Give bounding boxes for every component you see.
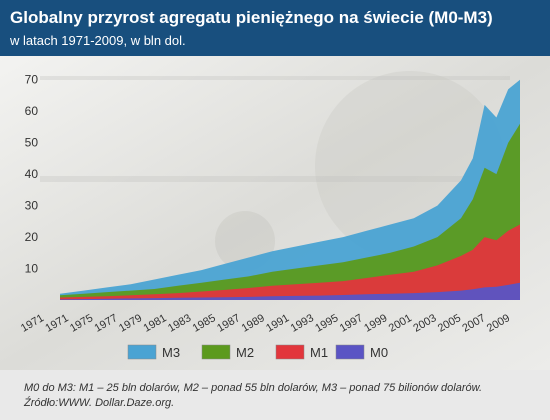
chart-legend: M3 M2 M1 M0 [0, 336, 550, 370]
legend-label-m1: M1 [310, 345, 328, 360]
legend-swatch-m0 [335, 344, 365, 360]
source-note: Źródło:WWW. Dollar.Daze.org. [24, 397, 175, 409]
footnote: M0 do M3: M1 – 25 bln dolarów, M2 – pona… [24, 382, 483, 394]
legend-item-m1: M1 [275, 344, 328, 360]
legend-swatch-m3 [127, 344, 157, 360]
y-tick-label: 20 [25, 230, 39, 244]
legend-swatch-m2 [201, 344, 231, 360]
header: Globalny przyrost agregatu pieniężnego n… [0, 0, 550, 56]
y-tick-label: 70 [25, 73, 39, 87]
y-tick-label: 30 [25, 199, 39, 213]
chart-title: Globalny przyrost agregatu pieniężnego n… [10, 8, 493, 27]
y-tick-label: 60 [25, 104, 39, 118]
y-tick-label: 50 [25, 136, 39, 150]
legend-item-m0: M0 [335, 344, 388, 360]
legend-swatch-m1 [275, 344, 305, 360]
series-area-m0 [60, 282, 520, 300]
footer: M0 do M3: M1 – 25 bln dolarów, M2 – pona… [0, 370, 550, 420]
chart-subtitle: w latach 1971-2009, w bln dol. [10, 33, 186, 48]
legend-item-m2: M2 [201, 344, 254, 360]
legend-label-m0: M0 [370, 345, 388, 360]
banknote-line-shape [40, 176, 510, 182]
legend-item-m3: M3 [127, 344, 180, 360]
series-area-m3 [60, 79, 520, 300]
y-tick-label: 10 [25, 262, 39, 276]
chart-area: 10 20 30 40 50 60 70 1971 1971 1975 1977 1979 1981 1… [0, 56, 550, 370]
banknote-line-shape [40, 76, 510, 80]
series-area-m2 [60, 123, 520, 300]
series-area-m1 [60, 224, 520, 300]
legend-svg: M3 M2 M1 M0 [127, 344, 388, 360]
legend-label-m2: M2 [236, 345, 254, 360]
y-tick-label: 40 [25, 167, 39, 181]
legend-label-m3: M3 [162, 345, 180, 360]
